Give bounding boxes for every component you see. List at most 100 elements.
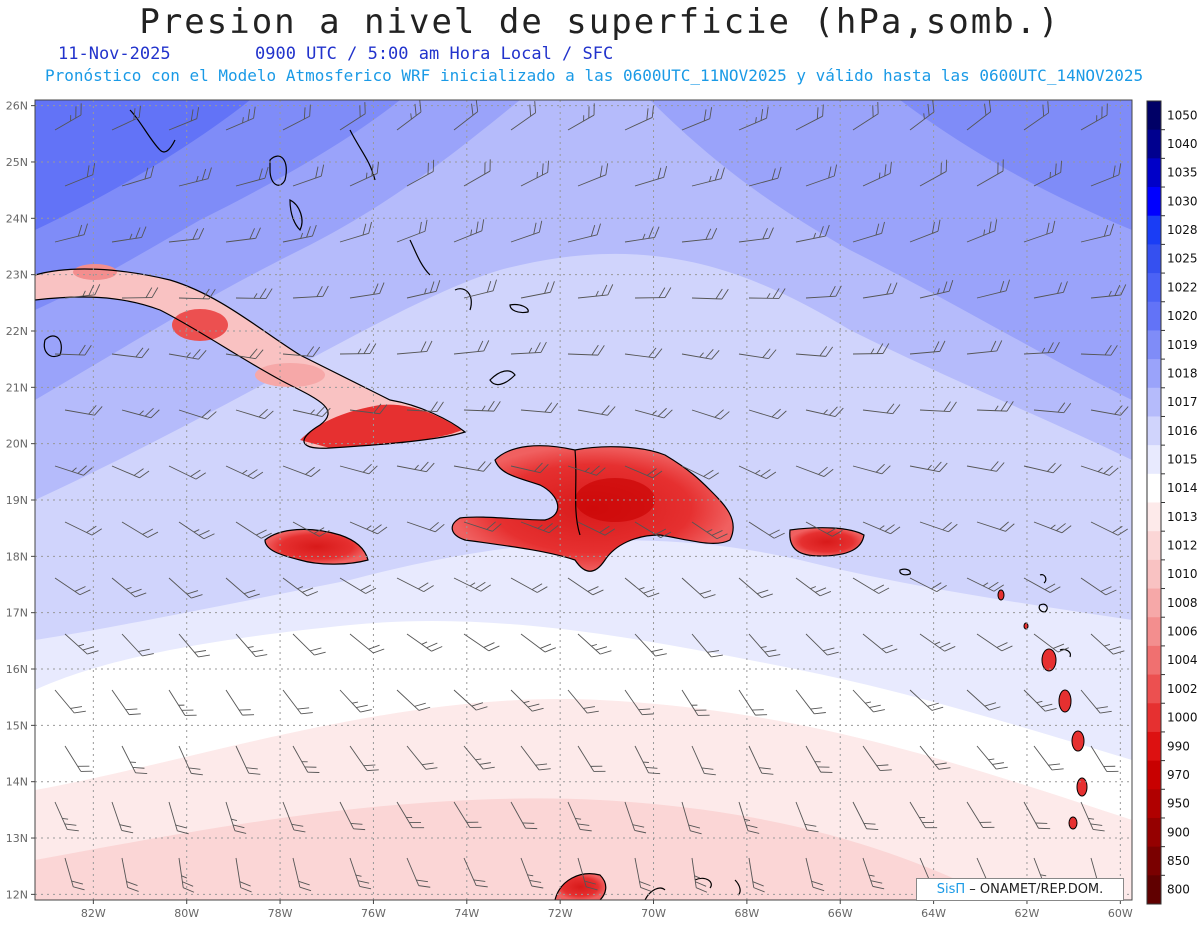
wind-barb [853,912,870,927]
wind-barb [634,407,673,419]
wind-barb [691,745,716,776]
lat-tick-label: 24N [6,212,28,225]
wind-barb [681,689,710,716]
wind-barb [235,521,272,539]
lon-tick-label: 78W [268,907,293,920]
wind-barb [225,465,264,480]
wind-barb [64,163,96,187]
wind-barb [520,160,549,187]
wind-barb [805,633,839,656]
wind-barb [1033,521,1072,534]
wind-barb [453,801,482,828]
wind-barb [567,465,606,476]
wind-barb [738,801,760,834]
wind-barb [453,689,488,711]
wind-barb [967,911,986,927]
wind-barb [966,100,992,131]
wind-barb [111,689,141,716]
lon-tick-label: 82W [81,907,106,920]
colorbar-label: 900 [1167,825,1190,839]
wind-barb [862,403,901,415]
wind-barb [852,343,890,355]
wind-barb [1033,745,1064,771]
wind-barb [54,577,91,596]
colorbar-label: 1015 [1167,452,1198,466]
colorbar-label: 970 [1167,768,1190,782]
wind-barb [1090,633,1125,655]
wind-barb [282,689,313,715]
wind-barb [681,107,713,131]
wind-barb [463,159,491,187]
wind-barb [966,689,1001,711]
wind-barb [1090,745,1119,772]
colorbar-label: 850 [1167,854,1190,868]
wind-barb [567,223,601,243]
wind-barb [624,347,663,359]
wind-barb [976,521,1015,532]
wind-barb [919,633,956,652]
pressure-fill-1012 [35,798,1000,900]
wind-barb [511,912,529,927]
wind-barb [292,633,326,656]
lon-tick-label: 76W [361,907,386,920]
wind-barbs [54,100,1129,927]
colorbar-label: 1019 [1167,338,1198,352]
wind-barb [292,406,331,418]
wind-barb [691,409,730,420]
wind-barb [396,219,428,243]
sispi-logo: SisΠ [936,882,966,897]
wind-barb [178,288,216,300]
wind-barb [634,521,672,538]
wind-barb [235,166,269,187]
wind-barb [453,219,485,243]
wind-barb [1080,689,1112,714]
wind-barb [1090,521,1128,536]
wind-barb [396,100,422,131]
wind-barb [748,633,781,658]
wind-barb [1080,465,1119,476]
lon-tick-label: 72W [548,907,573,920]
wind-barb [805,521,843,537]
wind-barb [805,745,833,773]
wind-barb [567,577,604,596]
wind-barb [54,103,82,131]
wind-barb [463,521,502,532]
wind-barb [282,104,311,131]
lon-tick-label: 66W [828,907,853,920]
wind-barb [111,226,147,243]
wind-barb [919,401,957,412]
wind-barb [624,577,660,598]
colorbar-label: 800 [1167,883,1190,897]
wind-barb [919,745,951,770]
wind-barb [168,228,205,243]
wind-barb [634,745,661,775]
wind-barb [919,521,958,533]
colorbar-label: 1010 [1167,567,1198,581]
wind-barb [748,408,787,420]
colorbar-swatch [1147,473,1161,503]
wind-barb [282,801,306,833]
wind-barb [463,400,501,412]
wind-barb [111,801,134,834]
wind-barb [805,285,842,299]
wind-barb [624,689,654,716]
colorbar-swatch [1147,273,1161,303]
colorbar-label: 1028 [1167,223,1198,237]
wind-barb [1033,281,1068,299]
wind-barb [738,465,777,480]
wind-barb [339,221,373,243]
wind-barb [349,282,385,299]
wind-barb [111,577,147,598]
wind-barb [691,521,728,540]
wind-barb [292,285,329,299]
colorbar-swatch [1147,645,1161,676]
wind-barb [682,914,692,927]
colorbar-swatch [1147,187,1161,217]
lat-tick-label: 14N [6,776,28,789]
colorbar-swatch [1147,731,1161,762]
wind-barb [976,745,1008,770]
wind-barb [909,577,947,593]
lat-tick-label: 18N [6,550,28,563]
lat-tick-label: 19N [6,494,28,507]
wind-barb [64,857,85,891]
